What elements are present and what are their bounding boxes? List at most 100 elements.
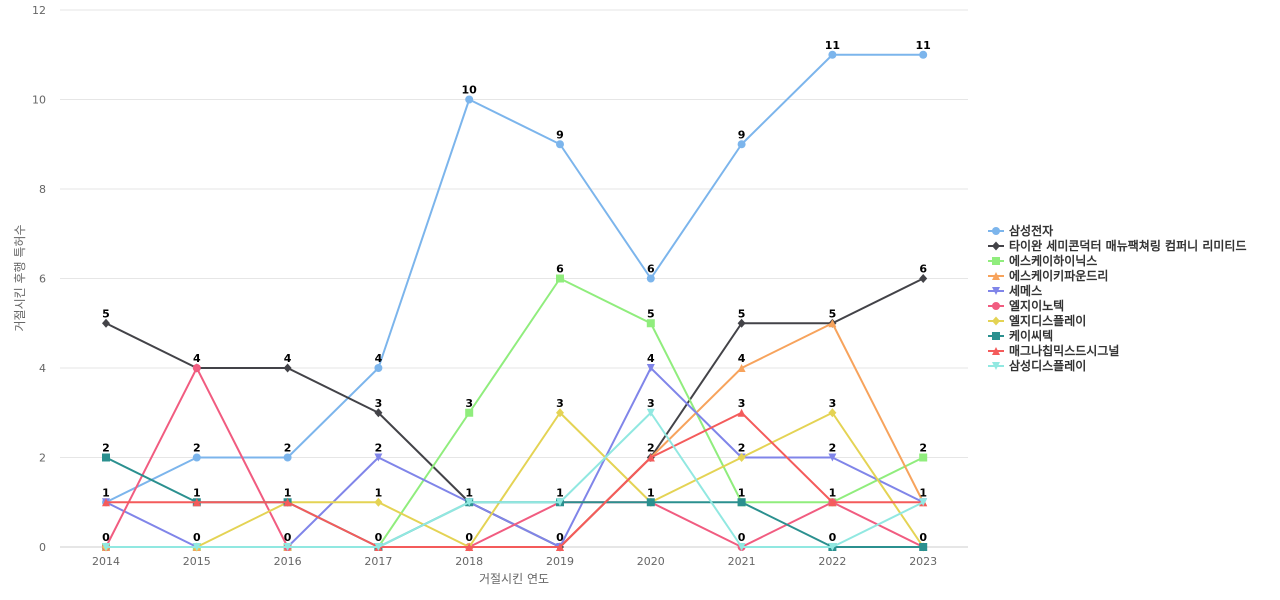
data-point [646, 274, 655, 283]
data-point [828, 50, 837, 59]
data-point [828, 319, 837, 328]
data-point [556, 543, 564, 551]
series-10 [102, 408, 928, 551]
legend-item[interactable]: 엘지이노텍 [988, 298, 1064, 313]
data-label: 3 [829, 397, 837, 410]
data-point [102, 453, 110, 462]
series-7 [102, 408, 928, 552]
legend-marker [992, 272, 1000, 280]
series-line [106, 411, 925, 548]
data-point [283, 543, 292, 551]
data-labels: 5210421042104321010310963106543219543210… [102, 39, 931, 544]
data-label: 0 [375, 531, 383, 544]
data-label: 10 [462, 84, 478, 97]
series-3 [102, 274, 928, 551]
y-tick-label: 2 [39, 452, 46, 465]
data-label: 3 [465, 397, 473, 410]
y-axis-title: 거절시킨 후행 특허수 [12, 225, 27, 332]
data-point [646, 453, 655, 462]
data-point [192, 543, 201, 551]
legend-item[interactable]: 케이씨텍 [988, 328, 1053, 343]
legend-item[interactable]: 에스케이키파운드리 [988, 268, 1108, 283]
legend-item[interactable]: 엘지디스플레이 [988, 313, 1086, 328]
data-label: 3 [556, 397, 564, 410]
data-label: 2 [829, 442, 837, 455]
series-layer [102, 50, 928, 552]
data-point [556, 274, 564, 283]
data-point [828, 408, 837, 418]
data-label: 9 [738, 128, 746, 141]
series-line [106, 411, 924, 548]
legend-marker [992, 257, 1000, 265]
data-label: 2 [284, 442, 292, 455]
data-point [737, 408, 746, 417]
legend-marker [992, 347, 1000, 355]
data-point [192, 498, 201, 507]
data-point [283, 363, 292, 373]
legend-item[interactable]: 매그나칩믹스드시그널 [988, 343, 1119, 358]
y-tick-label: 0 [39, 541, 46, 554]
data-label: 0 [919, 531, 927, 544]
data-point [919, 453, 928, 462]
data-label: 4 [193, 352, 201, 365]
data-label: 1 [193, 486, 201, 499]
data-label: 1 [738, 486, 746, 499]
data-label: 1 [465, 486, 473, 499]
legend-label: 삼성디스플레이 [1009, 358, 1086, 373]
legend-item[interactable]: 세메스 [988, 283, 1042, 298]
x-tick-label: 2018 [455, 555, 483, 568]
data-point [646, 408, 655, 417]
data-point [737, 543, 746, 551]
data-label: 6 [647, 263, 655, 276]
data-label: 11 [916, 39, 931, 52]
legend-item[interactable]: 타이완 세미콘덕터 매뉴팩쳐링 컴퍼니 리미티드 [988, 238, 1247, 253]
data-label: 0 [738, 531, 746, 544]
x-tick-label: 2023 [909, 555, 937, 568]
data-label: 5 [647, 307, 655, 320]
data-label: 0 [284, 531, 292, 544]
data-label: 0 [193, 531, 201, 544]
data-point [556, 498, 564, 507]
data-point [102, 543, 110, 551]
x-tick-label: 2016 [274, 555, 302, 568]
legend-label: 에스케이하이닉스 [1009, 253, 1097, 268]
data-point [283, 498, 292, 507]
x-tick-label: 2019 [546, 555, 574, 568]
data-label: 1 [647, 486, 655, 499]
legend-item[interactable]: 에스케이하이닉스 [988, 253, 1097, 268]
data-label: 2 [738, 442, 746, 455]
data-point [646, 364, 655, 372]
legend-marker [992, 241, 1000, 251]
legend-item[interactable]: 삼성전자 [988, 223, 1053, 238]
data-point [828, 498, 837, 507]
y-tick-label: 12 [32, 4, 46, 17]
data-point [828, 453, 837, 462]
data-label: 5 [829, 307, 837, 320]
legend-label: 엘지디스플레이 [1009, 313, 1086, 328]
legend-marker [992, 332, 1000, 340]
data-label: 0 [556, 531, 564, 544]
data-label: 2 [193, 442, 201, 455]
data-label: 2 [919, 442, 927, 455]
data-label: 0 [465, 531, 473, 544]
data-label: 2 [647, 442, 655, 455]
data-point [556, 140, 564, 149]
legend-label: 엘지이노텍 [1009, 298, 1064, 313]
legend-marker [992, 316, 1000, 326]
x-tick-label: 2014 [92, 555, 120, 568]
data-point [919, 543, 928, 551]
legend-marker [992, 362, 1000, 370]
data-point [737, 498, 746, 507]
y-tick-label: 6 [39, 273, 46, 286]
data-label: 3 [738, 397, 746, 410]
data-label: 1 [919, 486, 927, 499]
data-point [374, 364, 383, 372]
gridlines [60, 9, 968, 548]
legend-item[interactable]: 삼성디스플레이 [988, 358, 1086, 373]
data-point [374, 543, 383, 551]
legend-label: 에스케이키파운드리 [1009, 268, 1108, 283]
data-label: 6 [919, 263, 927, 276]
